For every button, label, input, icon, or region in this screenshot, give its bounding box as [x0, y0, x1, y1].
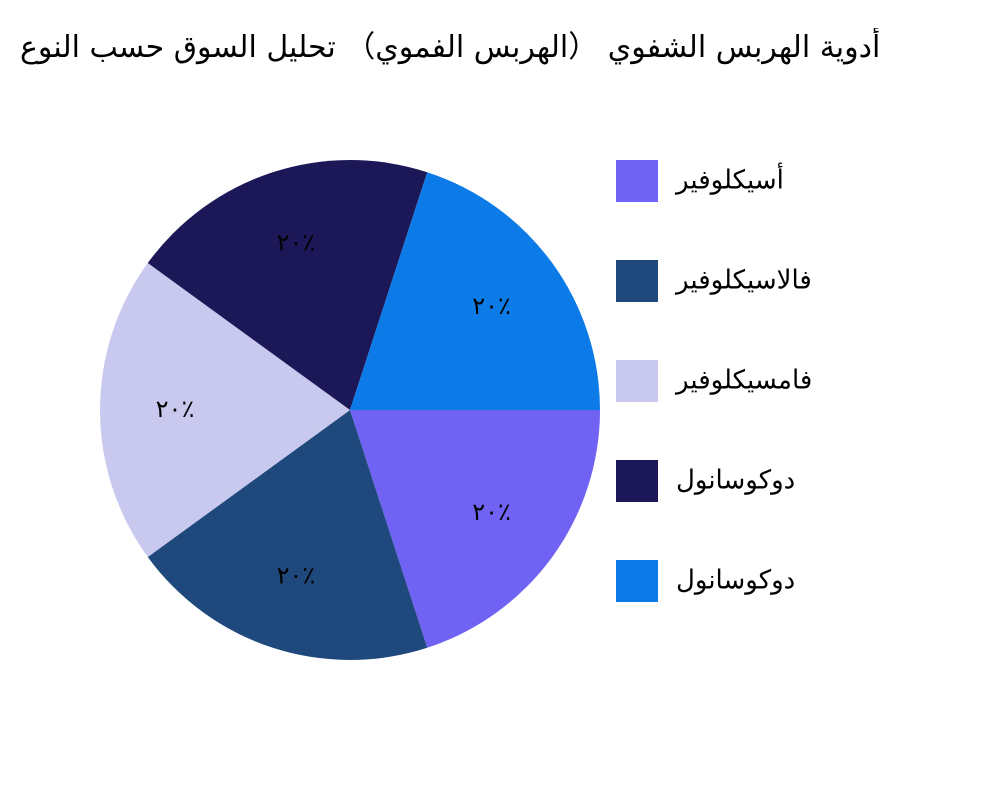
legend-swatch — [616, 460, 658, 502]
legend-label: دوكوسانول — [676, 466, 795, 496]
pie-slice — [350, 172, 600, 410]
legend-label: فامسيكلوفير — [674, 366, 812, 396]
legend-swatch — [616, 360, 658, 402]
pie-slice — [147, 160, 428, 410]
slice-label: ٢٠٪ — [277, 229, 316, 257]
pie-slice — [100, 263, 350, 557]
pie-slice — [350, 410, 600, 648]
slice-label: ٢٠٪ — [472, 292, 511, 320]
legend-swatch — [616, 260, 658, 302]
slice-label: ٢٠٪ — [472, 498, 511, 526]
legend-swatch — [616, 160, 658, 202]
pie-slice — [147, 410, 428, 660]
legend-label: دوكوسانول — [676, 566, 795, 596]
chart-title: أدوية الهربس الشفوي （الهربس الفموي） تحلي… — [20, 30, 881, 65]
slice-label: ٢٠٪ — [277, 561, 316, 589]
legend-swatch — [616, 560, 658, 602]
legend-label: فالاسيكلوفير — [674, 266, 812, 296]
legend-label: أسيكلوفير — [674, 162, 784, 196]
slice-label: ٢٠٪ — [156, 395, 195, 423]
